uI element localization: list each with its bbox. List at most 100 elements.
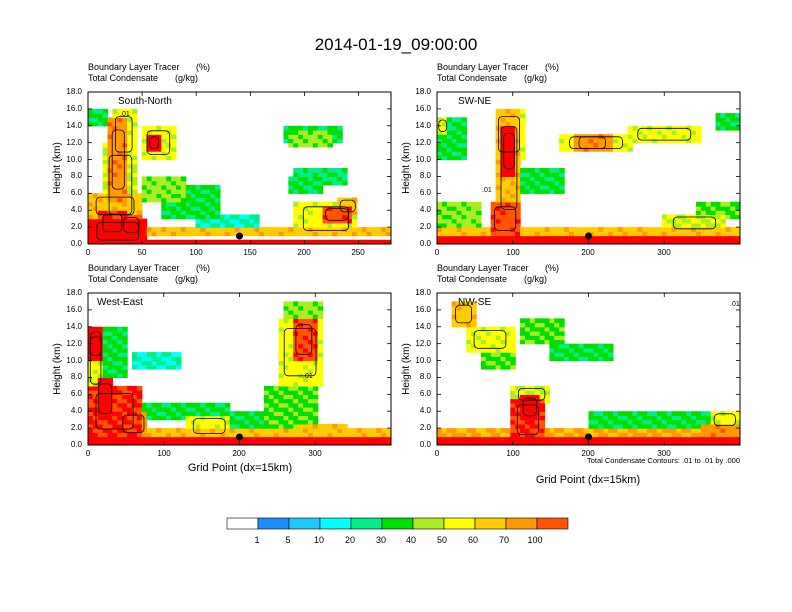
field-cell <box>107 201 114 207</box>
field-cell <box>451 218 458 224</box>
field-cell <box>559 231 565 237</box>
field-cell <box>661 432 668 438</box>
field-cell <box>112 189 118 194</box>
field-cell <box>715 227 722 232</box>
field-cell <box>278 364 285 370</box>
field-cell <box>312 222 319 228</box>
field-cell <box>381 428 387 433</box>
field-cell <box>146 193 153 199</box>
field-cell <box>681 440 687 445</box>
field-cell <box>617 411 624 417</box>
field-cell <box>500 151 507 156</box>
field-cell <box>510 138 516 144</box>
field-cell <box>441 239 448 244</box>
field-cell <box>461 117 467 123</box>
field-cell <box>534 339 541 345</box>
field-cell <box>117 146 123 152</box>
field-cell <box>637 239 643 244</box>
field-cell <box>317 168 324 173</box>
field-cell <box>239 440 245 445</box>
field-cell <box>327 436 333 442</box>
field-cell <box>598 428 604 433</box>
field-cell <box>288 322 294 328</box>
field-cell <box>88 377 94 383</box>
field-cell <box>593 146 599 152</box>
field-cell <box>524 180 531 186</box>
field-cell <box>107 423 114 429</box>
field-cell <box>263 239 270 244</box>
x-axis-title-right: Grid Point (dx=15km) <box>536 474 640 486</box>
colorbar-swatch <box>412 517 445 530</box>
field-cell <box>122 189 128 194</box>
field-cell <box>515 440 521 445</box>
field-cell <box>88 347 94 353</box>
field-cell <box>200 231 206 237</box>
colorbar-swatch <box>257 517 290 530</box>
field-cell <box>437 440 443 445</box>
field-layer <box>437 108 740 244</box>
field-cell <box>337 218 343 224</box>
field-cell <box>107 352 114 357</box>
field-cell <box>510 206 516 211</box>
field-cell <box>598 415 604 421</box>
field-cell <box>505 364 511 370</box>
field-cell <box>215 415 221 421</box>
field-cell <box>437 138 443 144</box>
field-cell <box>102 390 109 395</box>
field-cell <box>564 432 570 438</box>
field-cell <box>559 432 565 438</box>
field-cell <box>136 419 143 425</box>
field-cell <box>642 227 648 232</box>
field-cell <box>141 130 148 135</box>
field-cell <box>495 331 502 336</box>
field-cell <box>510 214 516 220</box>
field-cell <box>441 151 448 156</box>
field-cell <box>303 411 309 417</box>
field-cell <box>539 168 546 173</box>
field-cell <box>278 377 285 383</box>
field-cell <box>131 385 138 391</box>
field-cell <box>661 231 668 237</box>
field-cell <box>293 356 299 362</box>
field-cell <box>476 222 482 228</box>
field-cell <box>195 440 202 445</box>
field-cell <box>107 189 114 194</box>
field-cell <box>131 364 138 370</box>
field-cell <box>456 206 463 211</box>
field-cell <box>549 428 555 433</box>
field-cell <box>554 326 560 332</box>
field-cell <box>441 436 448 442</box>
field-cell <box>480 440 487 445</box>
field-cell <box>190 436 197 442</box>
field-cell <box>622 423 629 429</box>
field-cell <box>539 415 546 421</box>
field-cell <box>200 222 206 228</box>
field-cell <box>710 231 717 237</box>
field-cell <box>583 428 590 433</box>
field-cell <box>351 197 358 203</box>
field-cell <box>544 432 551 438</box>
field-cell <box>112 339 118 345</box>
field-cell <box>656 436 663 442</box>
field-cell <box>322 142 329 148</box>
field-cell <box>171 214 177 220</box>
field-cell <box>312 335 319 341</box>
field-cell <box>495 339 502 345</box>
field-cell <box>529 176 536 182</box>
field-cell <box>175 440 182 445</box>
field-cell <box>451 201 458 207</box>
field-cell <box>298 184 304 190</box>
field-cell <box>332 218 338 224</box>
field-cell <box>515 168 521 173</box>
field-cell <box>122 402 128 408</box>
field-cell <box>441 214 448 220</box>
field-cell <box>520 134 526 140</box>
field-cell <box>117 432 123 438</box>
field-cell <box>661 227 668 232</box>
field-cell <box>608 142 614 148</box>
field-cell <box>534 176 541 182</box>
field-cell <box>303 343 309 349</box>
field-cell <box>371 227 377 232</box>
field-cell <box>671 440 678 445</box>
field-cell <box>642 134 648 140</box>
